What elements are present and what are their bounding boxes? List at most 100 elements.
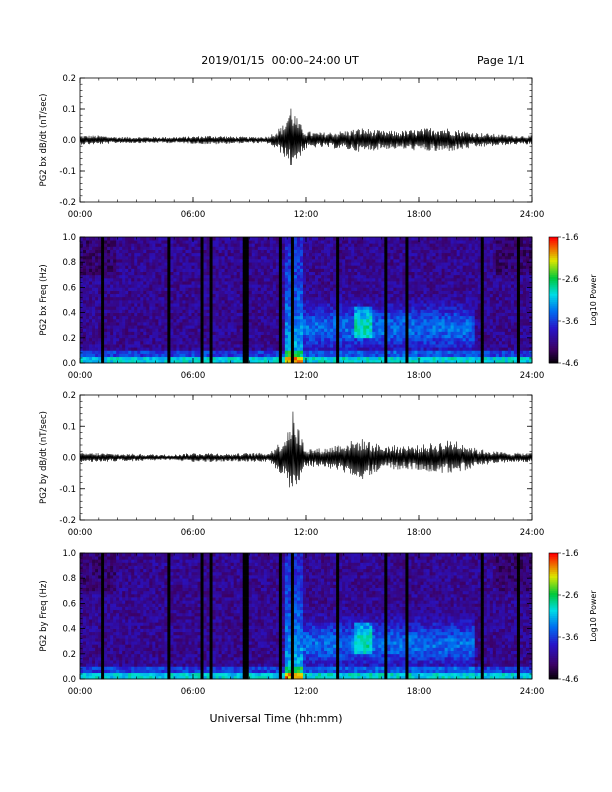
heatmap-cell xyxy=(330,290,334,295)
heatmap-cell xyxy=(218,328,222,332)
heatmap-cell xyxy=(257,318,262,323)
heatmap-cell xyxy=(191,252,195,257)
heatmap-cell xyxy=(444,277,448,282)
heatmap-cell xyxy=(254,255,259,260)
heatmap-cell xyxy=(272,350,277,354)
heatmap-cell xyxy=(393,334,397,339)
heatmap-cell xyxy=(158,255,162,260)
heatmap-cell xyxy=(327,265,331,269)
heatmap-cell xyxy=(176,359,180,364)
heatmap-cell xyxy=(215,287,219,291)
heatmap-cell xyxy=(339,296,343,301)
heatmap-cell xyxy=(402,350,406,354)
heatmap-cell xyxy=(212,262,216,266)
heatmap-cell xyxy=(125,265,129,269)
heatmap-cell xyxy=(432,268,436,272)
heatmap-cell xyxy=(302,353,307,358)
heatmap-cell xyxy=(408,331,412,335)
heatmap-cell xyxy=(318,274,322,279)
heatmap-cell xyxy=(107,255,111,260)
heatmap-cell xyxy=(158,249,162,254)
heatmap-cell xyxy=(429,306,433,310)
heatmap-cell xyxy=(414,306,418,310)
heatmap-cell xyxy=(131,344,135,348)
heatmap-cell xyxy=(408,243,412,247)
heatmap-cell xyxy=(143,337,147,342)
heatmap-cell xyxy=(257,328,262,332)
heatmap-cell xyxy=(134,309,138,313)
heatmap-cell xyxy=(390,356,394,361)
heatmap-cell xyxy=(363,328,367,332)
heatmap-cell xyxy=(128,312,132,317)
heatmap-cell xyxy=(128,284,132,288)
heatmap-cell xyxy=(402,328,406,332)
heatmap-cell xyxy=(248,347,253,351)
heatmap-cell xyxy=(272,296,277,301)
heatmap-cell xyxy=(224,284,228,288)
heatmap-cell xyxy=(287,249,292,254)
heatmap-cell xyxy=(224,240,228,244)
heatmap-cell xyxy=(423,331,427,335)
heatmap-cell xyxy=(179,340,183,345)
heatmap-cell xyxy=(324,312,328,317)
heatmap-cell xyxy=(351,293,355,298)
heatmap-cell xyxy=(315,325,319,329)
heatmap-cell xyxy=(164,300,168,304)
heatmap-cell xyxy=(143,271,147,276)
heatmap-cell xyxy=(233,328,238,332)
heatmap-cell xyxy=(251,312,256,317)
heatmap-cell xyxy=(302,293,307,298)
heatmap-cell xyxy=(342,328,346,332)
heatmap-cell xyxy=(248,252,253,257)
heatmap-cell xyxy=(309,322,313,326)
heatmap-cell xyxy=(164,334,168,339)
heatmap-cell xyxy=(321,268,325,272)
heatmap-cell xyxy=(405,334,409,339)
heatmap-cell xyxy=(342,296,346,301)
heatmap-cell xyxy=(266,271,271,276)
heatmap-cell xyxy=(348,293,352,298)
heatmap-cell xyxy=(309,268,313,272)
heatmap-cell xyxy=(302,290,307,295)
heatmap-cell xyxy=(245,318,250,323)
heatmap-cell xyxy=(348,300,352,304)
heatmap-cell xyxy=(98,325,102,329)
heatmap-cell xyxy=(257,284,262,288)
heatmap-cell xyxy=(257,259,262,263)
heatmap-cell xyxy=(143,281,147,285)
heatmap-cell xyxy=(438,356,442,361)
heatmap-cell xyxy=(92,356,96,361)
heatmap-cell xyxy=(345,246,349,250)
heatmap-cell xyxy=(287,356,292,361)
heatmap-cell xyxy=(429,265,433,269)
heatmap-cell xyxy=(336,296,340,301)
heatmap-cell xyxy=(119,334,123,339)
heatmap-cell xyxy=(173,268,177,272)
heatmap-cell xyxy=(113,293,117,298)
heatmap-cell xyxy=(299,312,304,317)
heatmap-cell xyxy=(110,328,114,332)
heatmap-cell xyxy=(284,293,289,298)
heatmap-cell xyxy=(387,312,391,317)
heatmap-cell xyxy=(107,328,111,332)
heatmap-cell xyxy=(167,290,171,295)
heatmap-cell xyxy=(236,293,241,298)
heatmap-cell xyxy=(420,315,424,320)
heatmap-cell xyxy=(384,277,388,282)
heatmap-cell xyxy=(206,322,210,326)
heatmap-cell xyxy=(306,243,310,247)
heatmap-cell xyxy=(194,337,198,342)
heatmap-cell xyxy=(251,318,256,323)
heatmap-cell xyxy=(330,296,334,301)
heatmap-cell xyxy=(185,252,189,257)
heatmap-cell xyxy=(140,353,144,358)
heatmap-cell xyxy=(197,259,201,263)
heatmap-cell xyxy=(191,331,195,335)
heatmap-cell xyxy=(357,325,361,329)
heatmap-cell xyxy=(101,281,105,285)
heatmap-cell xyxy=(182,240,186,244)
heatmap-cell xyxy=(245,309,250,313)
heatmap-cell xyxy=(321,246,325,250)
heatmap-cell xyxy=(414,350,418,354)
heatmap-cell xyxy=(351,262,355,266)
